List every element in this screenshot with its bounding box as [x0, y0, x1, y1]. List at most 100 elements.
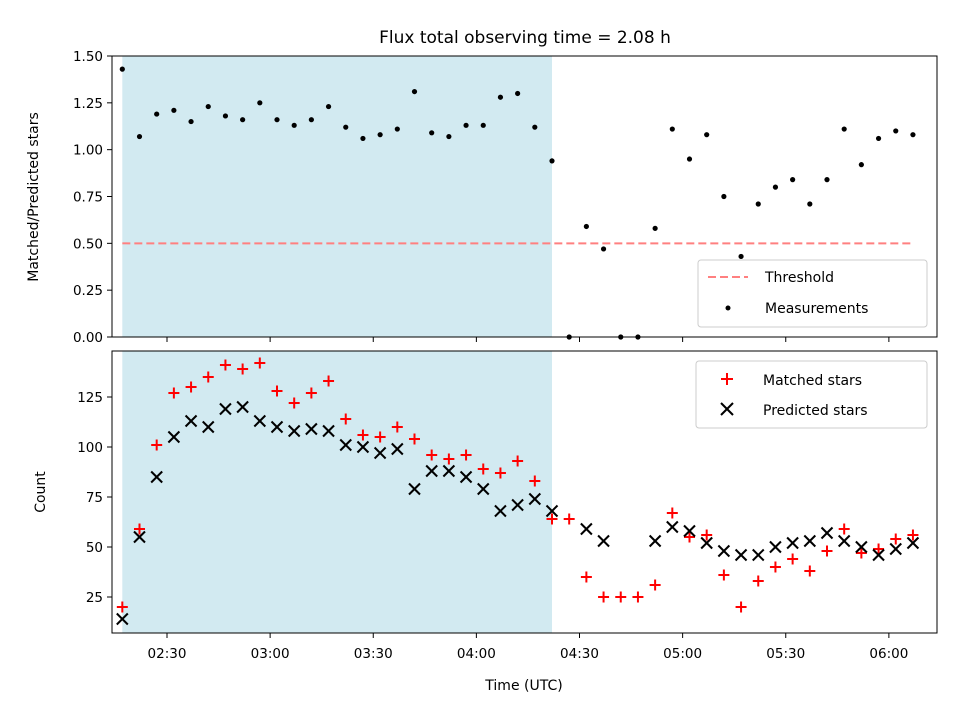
measurement-point [325, 103, 332, 110]
predicted-star-point [356, 440, 370, 454]
matched-star-point [460, 449, 472, 461]
bottom-legend: Matched stars Predicted stars [695, 360, 928, 429]
matched-star-point [202, 371, 214, 383]
predicted-star-point [648, 534, 662, 548]
matched-star-point [787, 553, 799, 565]
measurement-point [308, 117, 314, 123]
matched-star-point [718, 569, 730, 581]
bottom-plot-frame [111, 350, 938, 634]
predicted-star-point [545, 504, 559, 518]
legend-predicted-swatch [720, 402, 734, 416]
matched-star-point [134, 523, 145, 535]
bottom-y-axis-label: Count [33, 471, 49, 513]
predicted-star-point [116, 612, 129, 626]
predicted-star-point [236, 400, 249, 414]
predicted-star-point [906, 536, 920, 550]
matched-star-point [288, 397, 300, 409]
measurement-point [704, 132, 710, 138]
measurement-point [497, 94, 504, 100]
predicted-star-point [442, 464, 456, 478]
measurement-point [360, 135, 366, 142]
predicted-star-point [734, 548, 748, 562]
predicted-star-point [683, 524, 696, 538]
predicted-star-point [717, 544, 731, 558]
measurement-point [583, 223, 589, 230]
y-tick-label: 0.50 [73, 236, 103, 252]
y-tick-label: 0.75 [73, 190, 103, 206]
matched-star-point [512, 455, 524, 467]
predicted-star-point [752, 548, 765, 562]
measurement-point [841, 126, 847, 132]
measurement-point [549, 158, 555, 164]
measurement-point [652, 225, 658, 231]
measurement-point [738, 253, 744, 260]
predicted-star-point [167, 430, 181, 444]
predicted-star-point [133, 530, 146, 544]
matched-star-point [701, 529, 713, 541]
legend-predicted-label: Predicted stars [763, 403, 868, 419]
matched-star-point [409, 433, 420, 445]
predicted-star-point [511, 498, 524, 512]
matched-star-point [340, 413, 352, 425]
predicted-star-point [666, 520, 679, 534]
matched-star-point [752, 575, 764, 587]
matched-star-point [477, 463, 489, 475]
legend-matched-label: Matched stars [763, 373, 862, 389]
measurement-point [772, 184, 779, 190]
top-y-axis-label: Matched/Predicted stars [26, 112, 42, 282]
legend-threshold-label: Threshold [764, 270, 834, 286]
matched-star-point [271, 385, 283, 397]
matched-star-point [580, 571, 592, 583]
measurement-point [446, 133, 452, 140]
predicted-star-point [425, 464, 438, 478]
predicted-star-point [287, 424, 301, 438]
top-plot-frame [111, 55, 938, 338]
predicted-star-point [494, 504, 507, 518]
measurement-point [669, 126, 675, 132]
y-tick-label: 75 [86, 490, 103, 506]
predicted-star-point [769, 540, 782, 554]
matched-star-point [116, 601, 128, 613]
measurement-points [119, 66, 916, 340]
matched-star-point [494, 467, 506, 479]
predicted-star-point [855, 540, 868, 554]
y-tick-label: 0.25 [73, 283, 103, 299]
predicted-star-point [339, 438, 352, 452]
predicted-star-point [820, 526, 834, 540]
measurement-point [755, 201, 761, 207]
matched-star-point [323, 375, 335, 387]
matched-star-point [769, 561, 781, 573]
x-tick-label: 02:30 [148, 646, 187, 662]
matched-star-point [615, 591, 627, 603]
predicted-star-point [219, 402, 232, 416]
measurement-point [136, 133, 143, 140]
top-axis-ticks: 0.00 0.25 0.50 0.75 1.00 1.25 1.50 [73, 49, 890, 346]
measurement-point [910, 132, 916, 138]
measurement-point [222, 113, 229, 119]
predicted-star-point [580, 522, 593, 536]
matched-star-point [632, 591, 644, 603]
matched-star-point [821, 545, 833, 557]
matched-star-point [237, 363, 249, 375]
matched-star-point [546, 513, 558, 525]
matched-star-point [168, 387, 180, 399]
bottom-panel: 25 50 75 100 125 02:30 03:00 03:30 04:00 04:30 05:… [33, 350, 938, 694]
matched-star-point [838, 523, 850, 535]
measurement-point [188, 118, 194, 125]
predicted-star-point [305, 422, 318, 436]
predicted-star-point [597, 534, 610, 548]
measurement-point [686, 156, 693, 162]
y-tick-label: 25 [86, 590, 103, 606]
measurement-point [257, 100, 263, 106]
predicted-star-point [700, 536, 713, 550]
measurement-point [205, 103, 211, 110]
measurement-point [463, 122, 469, 128]
measurement-point [480, 122, 486, 128]
predicted-star-point [184, 414, 198, 428]
predicted-star-point [803, 534, 817, 548]
measurement-point [790, 177, 796, 183]
top-shaded-region [122, 56, 552, 337]
matched-star-point [391, 421, 403, 433]
predicted-star-point [270, 420, 284, 434]
